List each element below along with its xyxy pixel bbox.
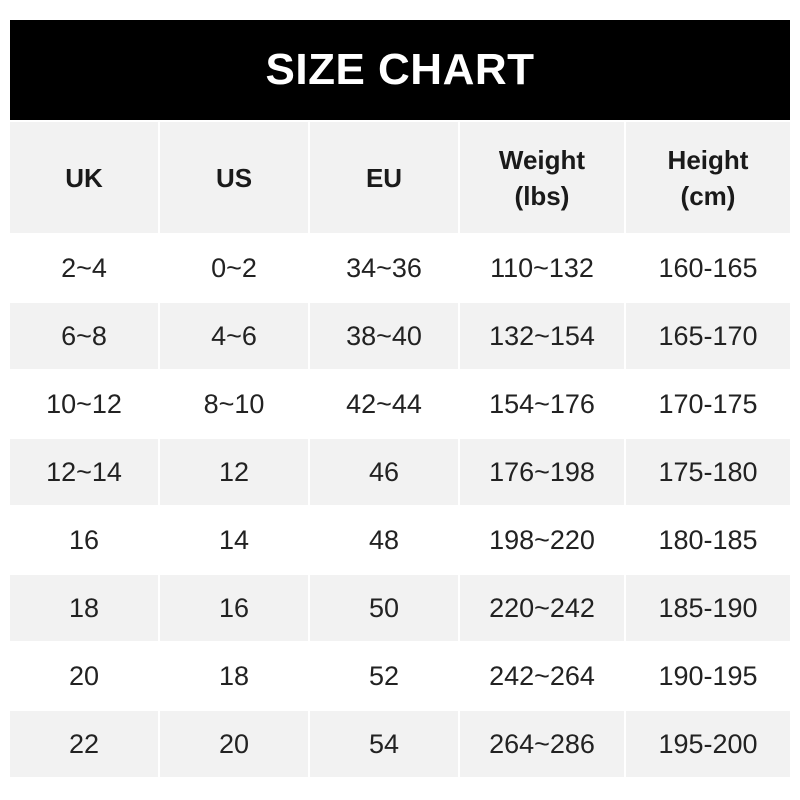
header-label: Height bbox=[667, 144, 749, 175]
cell-uk: 6~8 bbox=[10, 303, 158, 369]
table-row: 2~4 0~2 34~36 110~132 160-165 bbox=[10, 235, 790, 301]
header-row: UK US EU Weight (lbs) Height (cm) bbox=[10, 122, 790, 233]
cell-us: 18 bbox=[218, 660, 250, 691]
cell-height: 185-190 bbox=[626, 575, 790, 641]
header-label: EU bbox=[365, 162, 403, 193]
header-height: Height (cm) bbox=[626, 122, 790, 233]
cell-height: 165-170 bbox=[626, 303, 790, 369]
header-uk: UK bbox=[10, 122, 158, 233]
cell-us: 12 bbox=[160, 439, 308, 505]
header-unit: (lbs) bbox=[514, 180, 570, 211]
cell-eu: 50 bbox=[310, 575, 458, 641]
cell-weight: 132~154 bbox=[460, 303, 624, 369]
header-us: US bbox=[160, 122, 308, 233]
table-row: 22 20 54 264~286 195-200 bbox=[10, 711, 790, 777]
header-weight: Weight (lbs) bbox=[460, 122, 624, 233]
cell-eu: 48 bbox=[368, 524, 400, 555]
cell-height: 170-175 bbox=[658, 388, 758, 419]
cell-weight: 198~220 bbox=[489, 524, 595, 555]
size-table: UK US EU Weight (lbs) Height (cm) 2~4 0~2 34~36 1… bbox=[8, 120, 792, 779]
cell-weight: 242~264 bbox=[489, 660, 595, 691]
cell-eu: 34~36 bbox=[346, 252, 422, 283]
header-label: UK bbox=[65, 162, 103, 193]
cell-uk: 16 bbox=[68, 524, 100, 555]
cell-us: 8~10 bbox=[203, 388, 265, 419]
cell-us: 16 bbox=[160, 575, 308, 641]
cell-weight: 220~242 bbox=[460, 575, 624, 641]
cell-weight: 176~198 bbox=[460, 439, 624, 505]
cell-weight: 264~286 bbox=[460, 711, 624, 777]
cell-weight: 110~132 bbox=[490, 252, 594, 283]
cell-eu: 42~44 bbox=[346, 388, 422, 419]
cell-uk: 18 bbox=[10, 575, 158, 641]
table-row: 10~12 8~10 42~44 154~176 170-175 bbox=[10, 371, 790, 437]
header-label: US bbox=[215, 162, 253, 193]
cell-height: 175-180 bbox=[626, 439, 790, 505]
cell-eu: 46 bbox=[310, 439, 458, 505]
table-row: 18 16 50 220~242 185-190 bbox=[10, 575, 790, 641]
table-row: 12~14 12 46 176~198 175-180 bbox=[10, 439, 790, 505]
cell-eu: 38~40 bbox=[310, 303, 458, 369]
header-label: Weight bbox=[498, 144, 586, 175]
cell-height: 180-185 bbox=[658, 524, 758, 555]
cell-height: 195-200 bbox=[626, 711, 790, 777]
header-eu: EU bbox=[310, 122, 458, 233]
size-chart-title: SIZE CHART bbox=[10, 20, 790, 120]
table-row: 6~8 4~6 38~40 132~154 165-170 bbox=[10, 303, 790, 369]
cell-eu: 54 bbox=[310, 711, 458, 777]
table-row: 16 14 48 198~220 180-185 bbox=[10, 507, 790, 573]
header-unit: (cm) bbox=[680, 180, 736, 211]
cell-uk: 22 bbox=[10, 711, 158, 777]
cell-weight: 154~176 bbox=[489, 388, 595, 419]
cell-uk: 20 bbox=[68, 660, 100, 691]
cell-us: 20 bbox=[160, 711, 308, 777]
cell-height: 160-165 bbox=[658, 252, 758, 283]
cell-us: 0~2 bbox=[211, 252, 257, 283]
cell-uk: 10~12 bbox=[46, 388, 122, 419]
cell-height: 190-195 bbox=[658, 660, 758, 691]
cell-us: 14 bbox=[218, 524, 250, 555]
table-row: 20 18 52 242~264 190-195 bbox=[10, 643, 790, 709]
cell-uk: 2~4 bbox=[61, 252, 107, 283]
cell-uk: 12~14 bbox=[10, 439, 158, 505]
cell-us: 4~6 bbox=[160, 303, 308, 369]
cell-eu: 52 bbox=[368, 660, 400, 691]
